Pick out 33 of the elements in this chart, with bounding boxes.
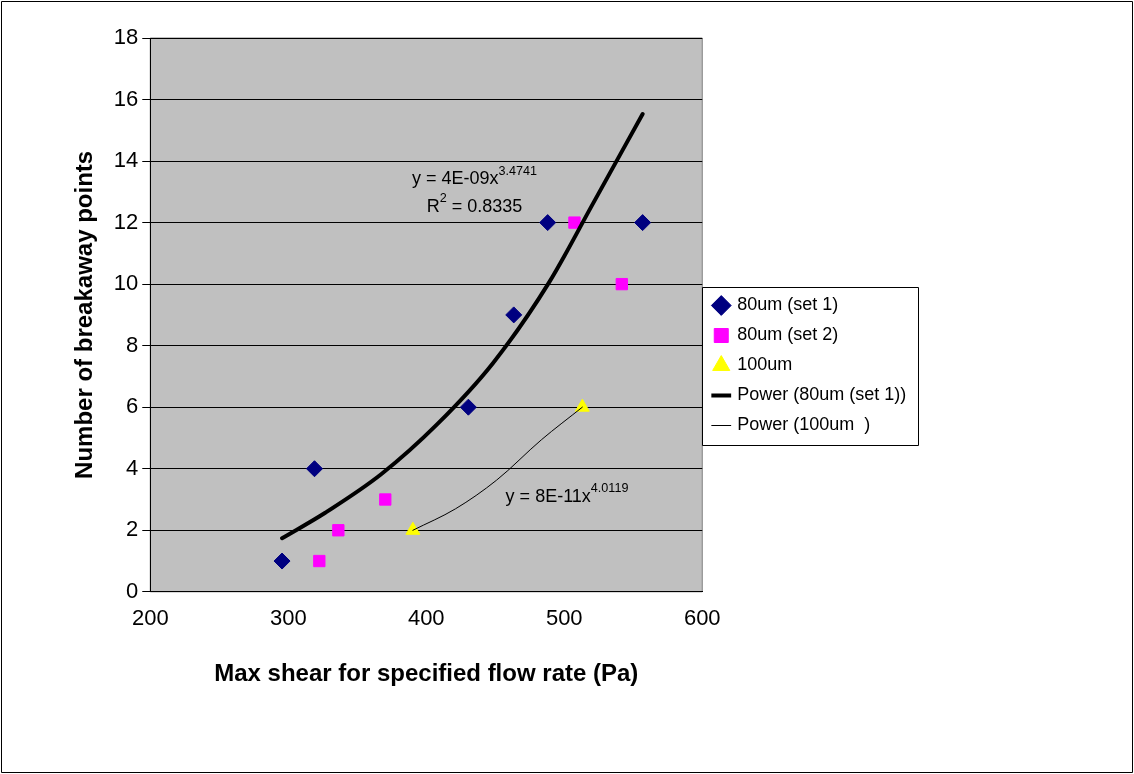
legend-label: Power (80um (set 1))	[737, 384, 907, 405]
y-tick-label: 4	[126, 454, 139, 480]
x-tick-label: 300	[269, 605, 307, 631]
legend-label: 100um	[737, 354, 793, 375]
x-tick-label: 200	[131, 605, 169, 631]
point	[305, 460, 323, 478]
point	[505, 306, 523, 324]
x-tick-label: 600	[683, 605, 721, 631]
point	[459, 398, 477, 416]
point	[273, 552, 291, 570]
y-tick-label: 16	[113, 85, 139, 111]
y-tick-label: 8	[126, 331, 139, 357]
x-axis-title: Max shear for specified flow rate (Pa)	[214, 659, 639, 687]
x-tick-label: 500	[545, 605, 583, 631]
point	[568, 216, 581, 229]
y-tick-label: 6	[126, 393, 139, 419]
point	[634, 214, 652, 232]
y-tick-label: 12	[113, 208, 139, 234]
point	[379, 493, 392, 506]
y-axis-title: Number of breakaway points	[70, 150, 98, 479]
y-tick-label: 18	[113, 24, 139, 50]
legend-label: 80um (set 1)	[737, 294, 839, 315]
legend-label: Power (100um )	[737, 414, 871, 435]
y-tick-label: 10	[113, 270, 139, 296]
point	[615, 277, 628, 291]
y-tick-label: 0	[126, 577, 139, 603]
y-tick-label: 2	[126, 516, 139, 542]
point	[332, 524, 345, 537]
point	[313, 554, 326, 568]
x-tick-label: 400	[407, 605, 445, 631]
point	[539, 214, 557, 232]
y-tick-label: 14	[113, 147, 139, 173]
legend-label: 80um (set 2)	[737, 324, 839, 345]
